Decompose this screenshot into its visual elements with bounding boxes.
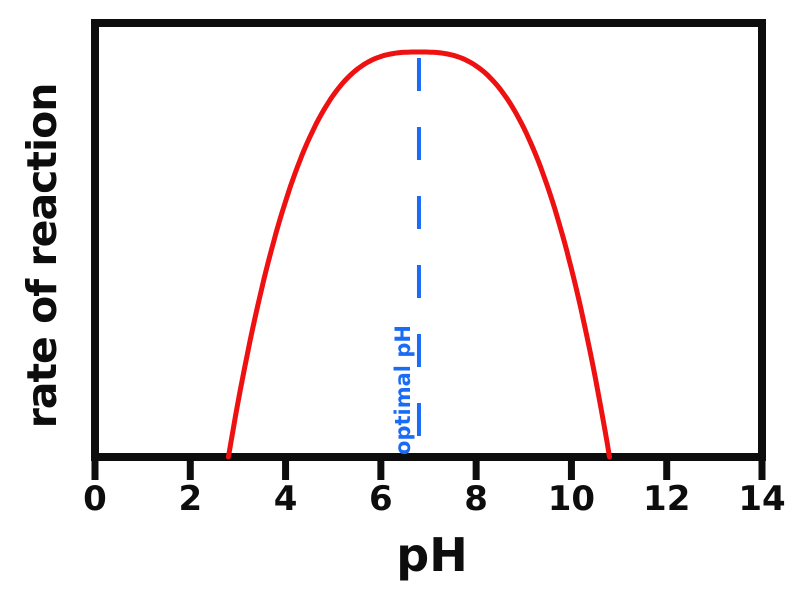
x-tick-label-0: 0 — [83, 479, 107, 519]
reaction-rate-curve — [225, 49, 612, 460]
x-tick-label-14: 14 — [738, 479, 786, 519]
plot-border — [91, 19, 766, 461]
x-tick-label-2: 2 — [178, 479, 203, 519]
x-tick-label-10: 10 — [547, 479, 596, 519]
x-axis-title: pH — [396, 528, 468, 582]
y-axis-title: rate of reaction — [18, 83, 66, 429]
x-tick-label-4: 4 — [273, 479, 298, 519]
x-tick-label-12: 12 — [643, 479, 691, 519]
optimal-ph-label: optimal pH — [391, 325, 415, 455]
x-tick-label-8: 8 — [464, 479, 488, 519]
x-tick-label-6: 6 — [369, 479, 393, 519]
